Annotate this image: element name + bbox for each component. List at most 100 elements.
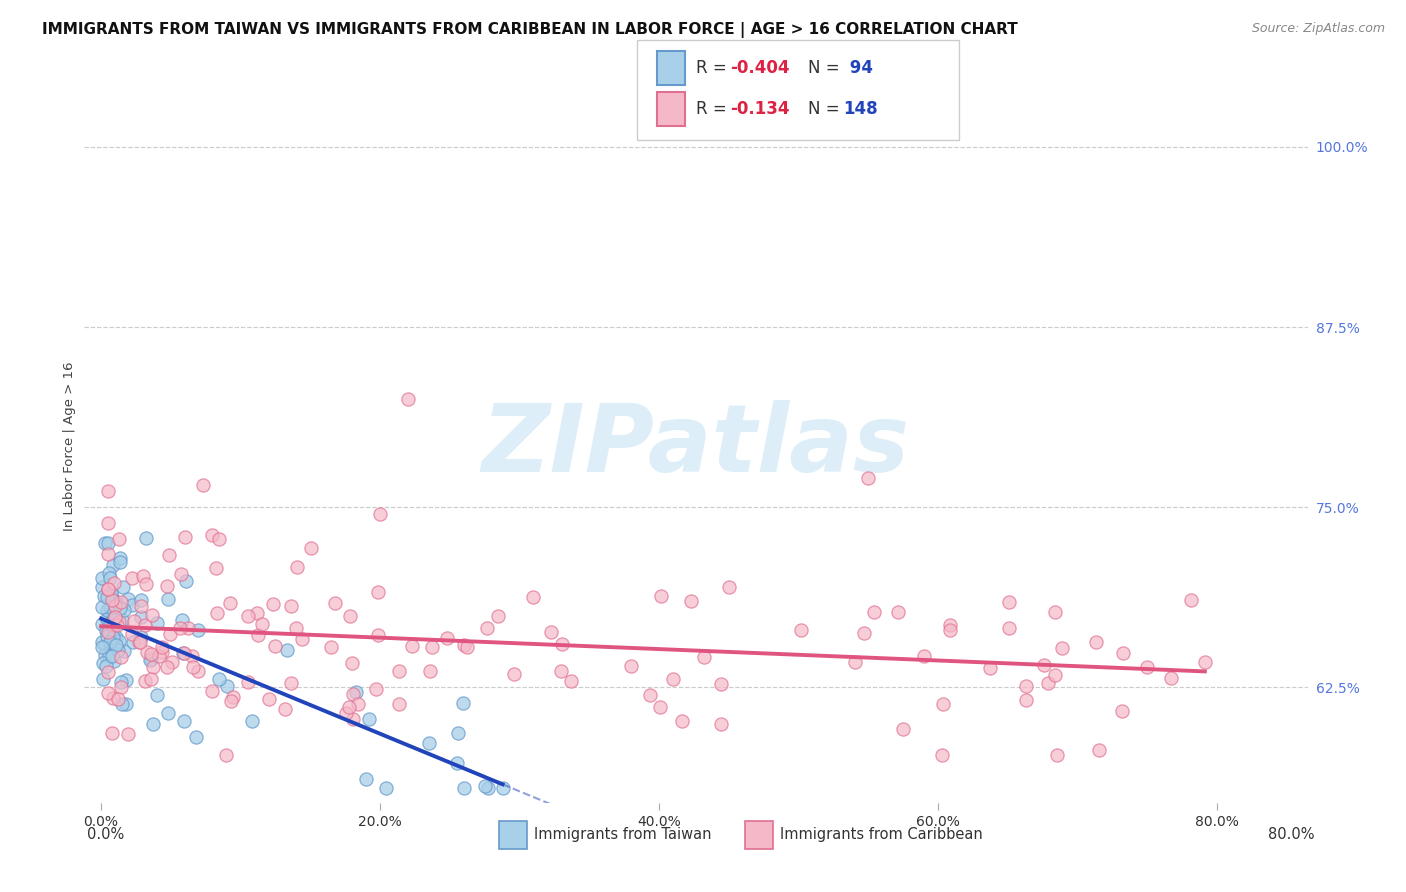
Point [1084, 635, 1107, 649]
Point [1015, 693, 1038, 707]
Point [110, 680, 132, 694]
Point [662, 673, 685, 687]
Point [187, 665, 209, 679]
Point [103, 575, 125, 590]
Point [201, 684, 224, 698]
Point [117, 727, 139, 741]
Text: N =: N = [808, 100, 845, 118]
Point [215, 748, 238, 763]
Point [1160, 672, 1182, 686]
Text: R =: R = [696, 59, 733, 77]
Point [419, 665, 441, 679]
Point [107, 615, 129, 629]
Point [502, 667, 524, 681]
Text: Immigrants from Taiwan: Immigrants from Taiwan [534, 828, 711, 842]
Point [139, 647, 162, 661]
Point [1046, 748, 1069, 763]
Y-axis label: In Labor Force | Age > 16: In Labor Force | Age > 16 [63, 361, 76, 531]
Point [100, 584, 122, 599]
Point [91, 599, 114, 614]
Point [91, 571, 114, 585]
Point [1180, 593, 1202, 607]
Point [173, 714, 195, 729]
Point [135, 532, 157, 546]
Point [236, 675, 259, 690]
Point [156, 706, 179, 720]
Point [319, 640, 342, 654]
Point [101, 691, 124, 706]
Point [121, 598, 143, 612]
Point [101, 600, 124, 615]
Point [97, 665, 120, 680]
Point [1088, 742, 1111, 756]
Point [205, 561, 228, 575]
Point [97, 686, 120, 700]
Point [146, 616, 169, 631]
Point [367, 628, 389, 642]
Point [93, 589, 115, 603]
Text: Source: ZipAtlas.com: Source: ZipAtlas.com [1251, 22, 1385, 36]
Point [103, 610, 125, 624]
Point [142, 717, 165, 731]
Text: IMMIGRANTS FROM TAIWAN VS IMMIGRANTS FROM CARIBBEAN IN LABOR FORCE | AGE > 16 CO: IMMIGRANTS FROM TAIWAN VS IMMIGRANTS FRO… [42, 22, 1018, 38]
Point [396, 392, 419, 406]
Point [367, 585, 389, 599]
Point [131, 631, 153, 645]
Point [344, 684, 367, 698]
Point [217, 679, 239, 693]
Point [280, 599, 302, 613]
Point [364, 681, 387, 696]
Point [157, 592, 180, 607]
Point [522, 590, 544, 604]
Point [201, 528, 224, 542]
Point [486, 609, 509, 624]
Point [96, 590, 118, 604]
Point [98, 615, 121, 630]
Point [100, 585, 122, 599]
Point [156, 579, 179, 593]
Point [710, 677, 733, 691]
Point [157, 548, 180, 562]
Point [368, 508, 391, 522]
Point [187, 623, 209, 637]
Point [280, 676, 302, 690]
Point [108, 633, 131, 648]
Point [141, 652, 163, 666]
Point [121, 627, 143, 641]
Point [98, 571, 121, 585]
Point [141, 607, 163, 622]
Point [354, 772, 377, 786]
Point [136, 645, 159, 659]
Point [100, 600, 122, 615]
Point [337, 700, 360, 714]
Point [108, 555, 131, 569]
Point [679, 594, 702, 608]
Point [103, 630, 125, 644]
Point [105, 630, 128, 644]
Point [264, 639, 287, 653]
Point [108, 551, 131, 566]
Point [240, 714, 263, 728]
Point [101, 648, 124, 663]
Point [790, 624, 813, 638]
Point [208, 672, 231, 686]
Point [184, 730, 207, 744]
Point [173, 646, 195, 660]
Point [208, 532, 231, 546]
Point [101, 633, 124, 648]
Point [138, 653, 160, 667]
Point [420, 640, 443, 654]
Point [491, 781, 513, 796]
Point [111, 698, 134, 712]
Point [453, 638, 475, 652]
Point [246, 628, 269, 642]
Point [174, 574, 197, 588]
Point [172, 646, 194, 660]
Point [110, 675, 132, 690]
Point [104, 610, 127, 624]
Point [103, 599, 125, 613]
Point [181, 660, 204, 674]
Point [129, 610, 152, 624]
Point [96, 603, 118, 617]
Point [129, 593, 152, 607]
